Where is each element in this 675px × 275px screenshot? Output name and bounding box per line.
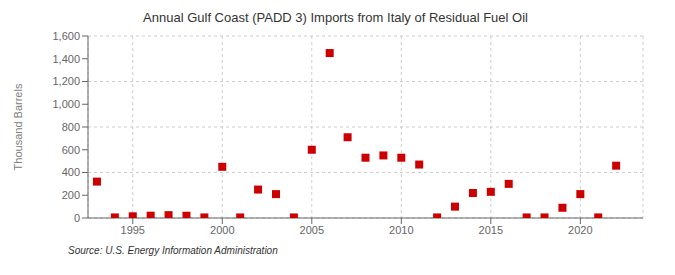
svg-text:1995: 1995 — [121, 224, 145, 236]
svg-text:1,200: 1,200 — [52, 75, 80, 87]
svg-text:2005: 2005 — [300, 224, 324, 236]
svg-text:600: 600 — [62, 144, 80, 156]
svg-text:1,000: 1,000 — [52, 98, 80, 110]
svg-text:400: 400 — [62, 166, 80, 178]
svg-text:2015: 2015 — [479, 224, 503, 236]
svg-text:1,600: 1,600 — [52, 30, 80, 42]
html-text:Source: U.S. Energy Informatio: Source: U.S. Energy Information Administ… — [68, 245, 278, 256]
svg-text:2020: 2020 — [568, 224, 592, 236]
html-text:Annual Gulf Coast (PADD 3) Imp: Annual Gulf Coast (PADD 3) Imports from … — [143, 10, 528, 25]
svg-text:2010: 2010 — [389, 224, 413, 236]
svg-text:2000: 2000 — [210, 224, 234, 236]
svg-text:1,400: 1,400 — [52, 53, 80, 65]
svg-text:0: 0 — [74, 212, 80, 224]
svg-text:800: 800 — [62, 121, 80, 133]
svg-text:200: 200 — [62, 189, 80, 201]
svg-text:Thousand Barrels: Thousand Barrels — [12, 83, 24, 170]
